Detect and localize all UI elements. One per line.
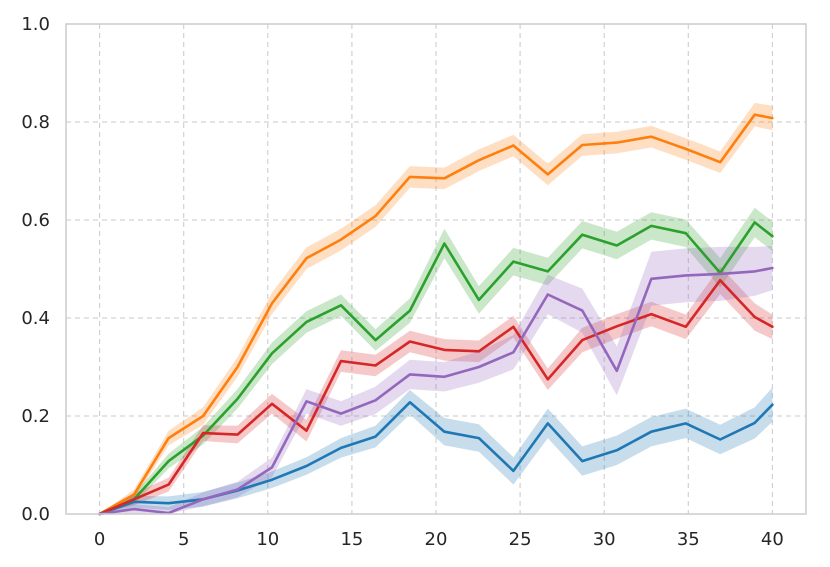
y-tick-label: 0.0: [21, 504, 50, 525]
series-1-band: [99, 387, 773, 514]
y-axis-ticks: 0.0 0.2 0.4 0.6 0.8 1.0: [21, 14, 50, 525]
x-tick-label: 0: [94, 529, 105, 550]
y-tick-label: 0.4: [21, 308, 50, 329]
series-5-band: [99, 246, 773, 514]
series-3-line: [98, 221, 774, 516]
x-tick-label: 35: [677, 529, 700, 550]
x-tick-label: 40: [761, 529, 784, 550]
x-tick-label: 15: [340, 529, 363, 550]
confidence-bands: [99, 102, 773, 515]
series-4-band: [99, 266, 773, 514]
y-tick-label: 0.2: [21, 406, 50, 427]
series-4-line: [98, 278, 774, 516]
x-tick-label: 10: [256, 529, 279, 550]
series-2-band: [99, 102, 773, 515]
x-tick-label: 20: [425, 529, 448, 550]
x-tick-label: 5: [178, 529, 189, 550]
y-tick-label: 1.0: [21, 14, 50, 35]
series-2-line: [98, 113, 774, 516]
series-3-band: [99, 207, 773, 515]
x-tick-label: 25: [509, 529, 532, 550]
y-tick-label: 0.8: [21, 112, 50, 133]
plot-frame: [65, 23, 807, 515]
series-5-line: [98, 266, 774, 516]
series-lines: [98, 113, 774, 516]
y-tick-label: 0.6: [21, 210, 50, 231]
x-tick-label: 30: [593, 529, 616, 550]
x-axis-ticks: 0 5 10 15 20 25 30 35 40: [94, 529, 784, 550]
